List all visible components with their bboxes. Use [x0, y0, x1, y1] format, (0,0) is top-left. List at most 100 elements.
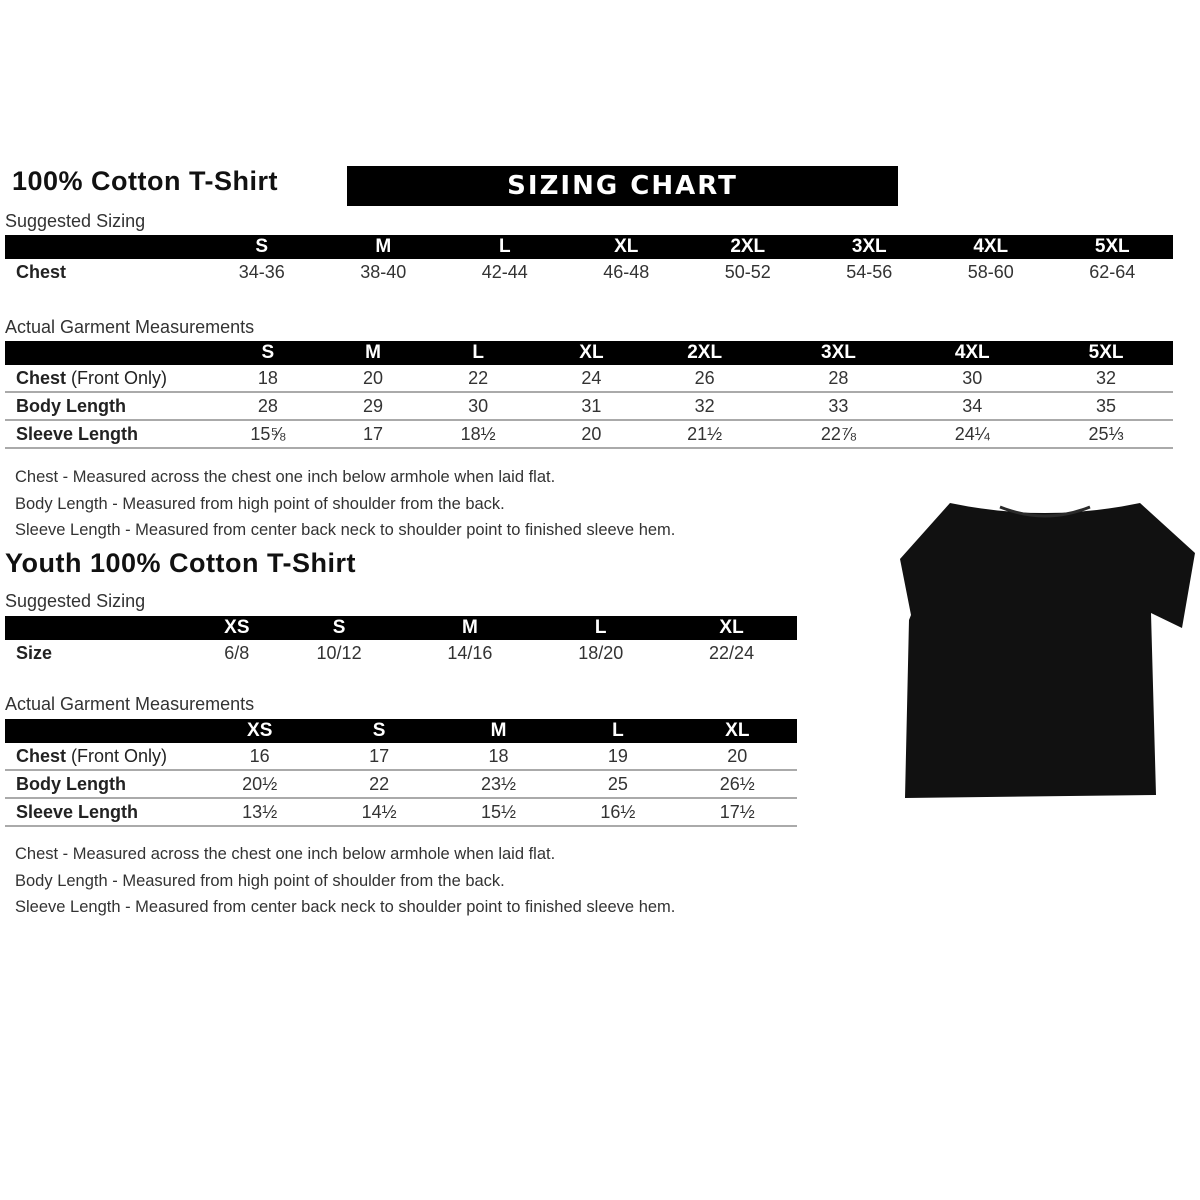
table-row: Sleeve Length 13½ 14½ 15½ 16½ 17½ — [5, 798, 797, 827]
cell-value: 18/20 — [578, 642, 624, 663]
cell-value: 38-40 — [360, 261, 407, 282]
youth-actual-table: XS S M L XL Chest (Front Only) 16 17 18 19 20 Body … — [5, 719, 797, 827]
size-header: 2XL — [637, 341, 772, 365]
cell-value: 16½ — [558, 798, 678, 827]
cell-value: 62-64 — [1089, 261, 1136, 282]
size-header: 4XL — [905, 341, 1040, 365]
header-blank — [5, 616, 200, 640]
cell-value: 10/12 — [316, 642, 362, 663]
cell-value: 23½ — [438, 770, 559, 799]
size-header-row: XS S M L XL — [5, 719, 797, 743]
cell-value: 17 — [334, 420, 412, 449]
youth-actual-label: Actual Garment Measurements — [5, 694, 255, 714]
row-label-text: Size — [16, 642, 53, 663]
cell-value: 6/8 — [224, 642, 250, 663]
size-header: XL — [677, 719, 797, 743]
cell-value: 28 — [201, 392, 335, 421]
row-label-text: Body Length — [16, 773, 126, 794]
adult-title: 100% Cotton T-Shirt — [12, 166, 279, 196]
size-header: XL — [666, 616, 797, 640]
cell-value: 31 — [545, 392, 638, 421]
cell-value: 34 — [905, 392, 1040, 421]
cell-value: 19 — [558, 743, 678, 771]
row-label: Chest — [5, 259, 201, 285]
note-body-length: Body Length - Measured from high point o… — [15, 494, 505, 513]
cell-value: 32 — [637, 392, 772, 421]
size-header-row: S M L XL 2XL 3XL 4XL 5XL — [5, 235, 1173, 259]
size-header: XL — [545, 341, 638, 365]
size-header: XS — [200, 719, 320, 743]
cell-value: 22⅞ — [771, 420, 906, 449]
size-header: L — [411, 341, 546, 365]
cell-value: 16 — [200, 743, 320, 771]
cell-value: 18½ — [411, 420, 546, 449]
row-label-text: Sleeve Length — [16, 423, 139, 444]
tshirt-shape — [900, 503, 1195, 798]
row-label-text: Chest — [16, 745, 67, 766]
size-header: S — [319, 719, 439, 743]
row-label: Chest (Front Only) — [5, 743, 200, 771]
cell-value: 15⅝ — [201, 420, 335, 449]
row-label-text: Chest — [16, 367, 67, 388]
cell-value: 28 — [771, 365, 906, 393]
table-row: Body Length 20½ 22 23½ 25 26½ — [5, 770, 797, 799]
size-header: S — [273, 616, 405, 640]
cell-value: 25⅓ — [1039, 420, 1173, 449]
cell-value: 14½ — [319, 798, 439, 827]
size-header: 3XL — [771, 341, 906, 365]
size-header: M — [334, 341, 412, 365]
size-header: 2XL — [687, 235, 809, 259]
cell-value: 25 — [558, 770, 678, 799]
cell-value: 17½ — [677, 798, 797, 827]
table-row: Sleeve Length 15⅝ 17 18½ 20 21½ 22⅞ 24¼ 25⅓ — [5, 420, 1173, 449]
cell-value: 33 — [771, 392, 906, 421]
row-label: Body Length — [5, 770, 200, 799]
size-header: XL — [565, 235, 687, 259]
table-row: Chest 34-36 38-40 42-44 46-48 50-52 54-56 58-60… — [5, 259, 1173, 285]
cell-value: 17 — [319, 743, 439, 771]
cell-value: 20 — [545, 420, 638, 449]
note-sleeve-length: Sleeve Length - Measured from center bac… — [15, 521, 676, 539]
size-header: 5XL — [1039, 341, 1173, 365]
note-sleeve-length: Sleeve Length - Measured from center bac… — [15, 898, 676, 916]
size-header: 3XL — [808, 235, 930, 259]
cell-value: 26½ — [677, 770, 797, 799]
cell-value: 22/24 — [709, 642, 755, 663]
size-header: M — [322, 235, 444, 259]
cell-value: 18 — [438, 743, 559, 771]
adult-suggested-label: Suggested Sizing — [5, 211, 146, 231]
size-header-row: XS S M L XL — [5, 616, 797, 640]
table-row: Chest (Front Only) 18 20 22 24 26 28 30 32 — [5, 365, 1173, 393]
cell-value: 21½ — [637, 420, 772, 449]
tshirt-image — [900, 503, 1195, 798]
cell-value: 22 — [319, 770, 439, 799]
cell-value: 54-56 — [846, 261, 893, 282]
size-header-row: S M L XL 2XL 3XL 4XL 5XL — [5, 341, 1173, 365]
size-header: 5XL — [1051, 235, 1173, 259]
cell-value: 24 — [545, 365, 638, 393]
row-label: Sleeve Length — [5, 420, 201, 449]
size-header: S — [201, 341, 335, 365]
cell-value: 34-36 — [238, 261, 285, 282]
cell-value: 20 — [334, 365, 412, 393]
note-chest: Chest - Measured across the chest one in… — [15, 468, 556, 486]
cell-value: 22 — [411, 365, 546, 393]
header-blank — [5, 341, 201, 365]
row-label-text: Body Length — [16, 395, 126, 416]
sizing-chart-banner: SIZING CHART — [347, 166, 898, 206]
size-header: M — [438, 719, 559, 743]
adult-suggested-table: S M L XL 2XL 3XL 4XL 5XL Chest 34-36 38-40 42-44 46-… — [5, 235, 1173, 285]
adult-notes: Chest - Measured across the chest one in… — [15, 464, 675, 544]
row-label: Size — [5, 640, 200, 666]
cell-value: 35 — [1039, 392, 1173, 421]
header-blank — [5, 719, 200, 743]
cell-value: 50-52 — [724, 261, 771, 282]
table-row: Body Length 28 29 30 31 32 33 34 35 — [5, 392, 1173, 421]
cell-value: 26 — [637, 365, 772, 393]
size-header: L — [558, 719, 678, 743]
table-row: Size 6/8 10/12 14/16 18/20 22/24 — [5, 640, 797, 666]
cell-value: 30 — [905, 365, 1040, 393]
cell-value: 58-60 — [967, 261, 1014, 282]
cell-value: 20 — [677, 743, 797, 771]
